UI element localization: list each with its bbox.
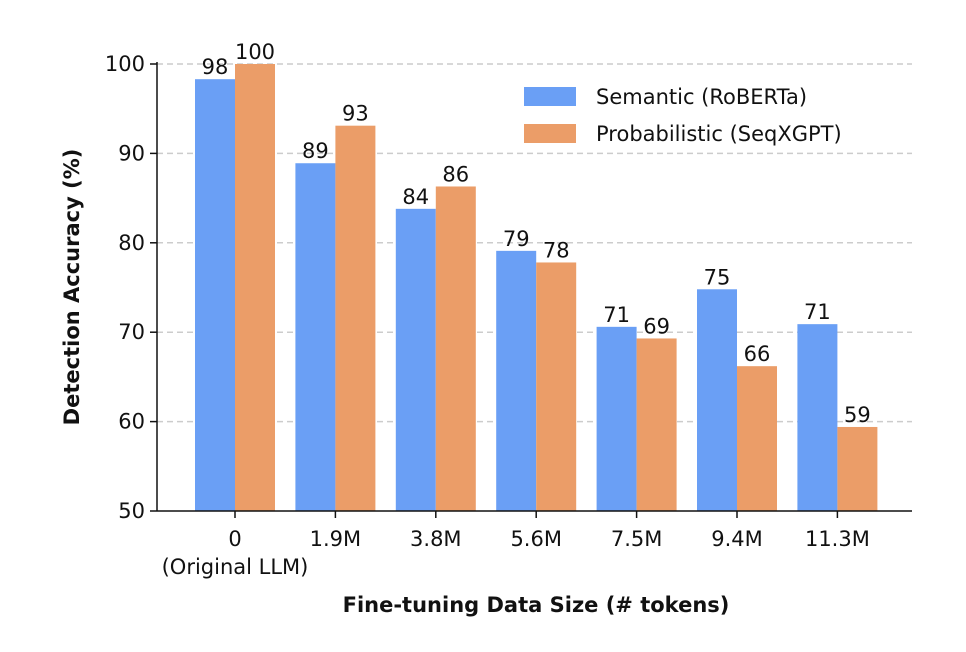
y-tick-label: 100 (105, 52, 145, 76)
x-axis-title: Fine-tuning Data Size (# tokens) (343, 593, 730, 617)
bar-semantic (195, 79, 235, 511)
data-label: 69 (643, 314, 670, 338)
bar-probabilistic (235, 64, 275, 511)
x-tick-label: 5.6M (510, 527, 562, 551)
data-label: 78 (543, 238, 570, 262)
data-label: 59 (844, 403, 871, 427)
data-label: 98 (202, 55, 229, 79)
data-label: 79 (503, 227, 530, 251)
y-tick-label: 90 (118, 141, 145, 165)
data-label: 100 (235, 40, 275, 64)
data-label: 75 (704, 265, 731, 289)
bar-probabilistic (737, 366, 777, 511)
legend-label: Semantic (RoBERTa) (596, 85, 807, 109)
x-tick-label: 11.3M (805, 527, 870, 551)
x-tick-label: 9.4M (711, 527, 763, 551)
y-tick-label: 50 (118, 499, 145, 523)
y-tick-label: 70 (118, 320, 145, 344)
legend-swatch (524, 87, 576, 106)
bar-probabilistic (435, 186, 476, 511)
legend: Semantic (RoBERTa) Probabilistic (SeqXGPT… (524, 85, 842, 146)
gridlines (157, 63, 912, 423)
y-tick-label: 60 (118, 410, 145, 434)
legend-label: Probabilistic (SeqXGPT) (596, 122, 842, 146)
bar-semantic (596, 326, 637, 511)
x-tick-label: 7.5M (611, 527, 663, 551)
data-label: 84 (402, 185, 429, 209)
data-label: 66 (744, 342, 771, 366)
bar-semantic (697, 289, 737, 511)
x-tick-label: (Original LLM) (162, 555, 309, 579)
data-label: 71 (804, 300, 831, 324)
data-label: 71 (603, 303, 630, 327)
data-label: 86 (442, 162, 469, 186)
axes: 50 60 70 80 90 100 0 (Original LLM)1.9M 3.8M 5.6M… (105, 52, 912, 579)
bar-probabilistic (636, 338, 677, 511)
bar-semantic (496, 250, 537, 511)
y-tick-label: 80 (118, 231, 145, 255)
y-axis-title: Detection Accuracy (%) (60, 149, 84, 426)
data-label: 93 (342, 102, 369, 126)
x-tick-label: 1.9M (310, 527, 362, 551)
legend-swatch (524, 124, 576, 143)
x-tick-label: 0 (228, 527, 241, 551)
bars (195, 64, 878, 511)
bar-semantic (295, 163, 336, 511)
bar-probabilistic (335, 125, 376, 511)
data-label: 89 (302, 139, 329, 163)
x-tick-label: 3.8M (410, 527, 462, 551)
bar-semantic (797, 324, 838, 511)
bar-probabilistic (837, 426, 878, 511)
bar-probabilistic (536, 262, 577, 511)
bar-semantic (395, 208, 436, 511)
